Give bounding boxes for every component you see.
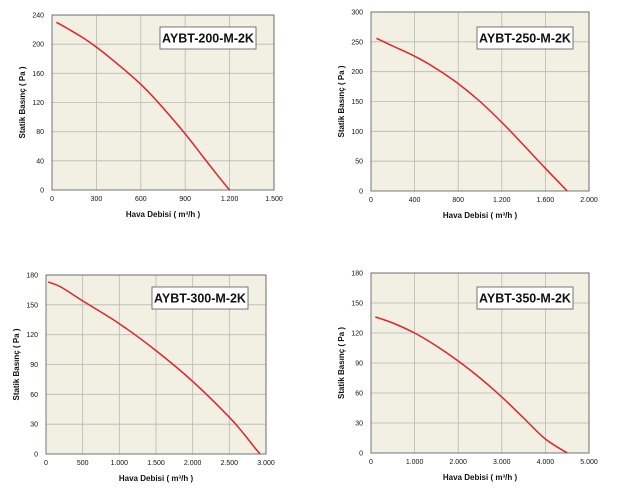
y-tick-label: 80 xyxy=(36,129,44,136)
x-axis-label: Hava Debisi ( m³/h ) xyxy=(119,474,194,483)
y-axis-label: Statik Basınç ( Pa ) xyxy=(337,327,346,399)
chart-title: AYBT-250-M-2K xyxy=(479,32,571,46)
y-tick-label: 120 xyxy=(26,332,38,339)
chart-title: AYBT-300-M-2K xyxy=(154,292,246,306)
x-axis-label: Hava Debisi ( m³/h ) xyxy=(443,211,518,220)
y-tick-label: 240 xyxy=(32,13,44,20)
y-tick-label: 150 xyxy=(351,301,363,308)
x-tick-label: 1.600 xyxy=(537,197,555,204)
y-tick-label: 50 xyxy=(355,159,363,166)
y-tick-label: 180 xyxy=(26,273,38,280)
x-tick-label: 500 xyxy=(77,460,89,467)
y-tick-label: 180 xyxy=(351,271,363,278)
chart-title: AYBT-200-M-2K xyxy=(162,32,254,46)
fan-curve-line xyxy=(376,37,568,192)
chart-4: 0 1.000 2.000 3.000 4.000 5.000 0 30 60 90 120 150 1… xyxy=(337,271,598,483)
x-tick-label: 0 xyxy=(50,196,54,203)
x-tick-label: 3.000 xyxy=(257,460,275,467)
y-tick-label: 150 xyxy=(351,99,363,106)
y-tick-label: 150 xyxy=(26,302,38,309)
y-tick-label: 60 xyxy=(355,391,363,398)
title-box xyxy=(159,26,257,50)
x-tick-label: 0 xyxy=(44,460,48,467)
y-tick-label: 90 xyxy=(355,361,363,368)
fan-curve-line xyxy=(56,21,231,191)
chart-3: 0 500 1.000 1.500 2.000 2.500 3.000 0 30 60 90 120 1… xyxy=(12,273,275,484)
x-tick-label: 1.200 xyxy=(493,197,511,204)
x-axis-label: Hava Debisi ( m³/h ) xyxy=(443,473,518,482)
x-tick-label: 2.000 xyxy=(580,197,598,204)
y-tick-label: 0 xyxy=(359,189,363,196)
y-tick-label: 0 xyxy=(359,451,363,458)
x-tick-label: 600 xyxy=(135,196,147,203)
x-tick-label: 2.500 xyxy=(221,460,239,467)
x-tick-label: 1.000 xyxy=(111,460,129,467)
x-tick-label: 800 xyxy=(452,197,464,204)
x-tick-label: 900 xyxy=(179,196,191,203)
y-tick-label: 30 xyxy=(30,422,38,429)
y-axis-label: Statik Basınç ( Pa ) xyxy=(337,65,346,137)
chart-title: AYBT-350-M-2K xyxy=(479,292,571,306)
chart-1: 0 300 600 900 1.200 1.500 0 40 80 120 160 200 240 Hav… xyxy=(18,13,283,220)
y-tick-label: 120 xyxy=(32,100,44,107)
y-tick-label: 160 xyxy=(32,71,44,78)
y-tick-label: 0 xyxy=(34,452,38,459)
fan-curve-line xyxy=(47,281,261,455)
x-axis-label: Hava Debisi ( m³/h ) xyxy=(126,210,201,219)
y-tick-label: 40 xyxy=(36,158,44,165)
x-tick-label: 1.000 xyxy=(406,459,424,466)
title-box xyxy=(476,26,574,50)
y-axis-label: Statik Basınç ( Pa ) xyxy=(18,66,27,138)
x-tick-label: 1.200 xyxy=(221,196,239,203)
y-tick-label: 100 xyxy=(351,129,363,136)
x-tick-label: 5.000 xyxy=(580,459,598,466)
x-tick-label: 4.000 xyxy=(537,459,555,466)
fan-curve-line xyxy=(375,316,568,454)
x-tick-label: 1.500 xyxy=(265,196,283,203)
plot-frame xyxy=(45,274,267,455)
y-tick-label: 0 xyxy=(40,188,44,195)
y-tick-label: 60 xyxy=(30,392,38,399)
plot-frame xyxy=(370,11,590,192)
y-tick-label: 90 xyxy=(30,362,38,369)
x-tick-label: 2.000 xyxy=(449,459,467,466)
y-tick-label: 200 xyxy=(32,42,44,49)
x-tick-label: 1.500 xyxy=(147,460,165,467)
y-tick-label: 250 xyxy=(351,39,363,46)
x-tick-label: 400 xyxy=(409,197,421,204)
chart-2: 0 400 800 1.200 1.600 2.000 0 50 100 150 200 250 300… xyxy=(337,10,598,221)
y-tick-label: 300 xyxy=(351,10,363,17)
x-tick-label: 2.000 xyxy=(184,460,202,467)
y-axis-label: Statik Basınç ( Pa ) xyxy=(12,328,21,400)
title-box xyxy=(151,286,249,310)
x-tick-label: 0 xyxy=(369,459,373,466)
y-tick-label: 30 xyxy=(355,421,363,428)
x-tick-label: 0 xyxy=(369,197,373,204)
y-tick-label: 120 xyxy=(351,331,363,338)
title-box xyxy=(476,286,574,310)
x-tick-label: 3.000 xyxy=(493,459,511,466)
plot-frame xyxy=(370,272,590,454)
y-tick-label: 200 xyxy=(351,69,363,76)
plot-frame xyxy=(51,14,275,191)
x-tick-label: 300 xyxy=(91,196,103,203)
